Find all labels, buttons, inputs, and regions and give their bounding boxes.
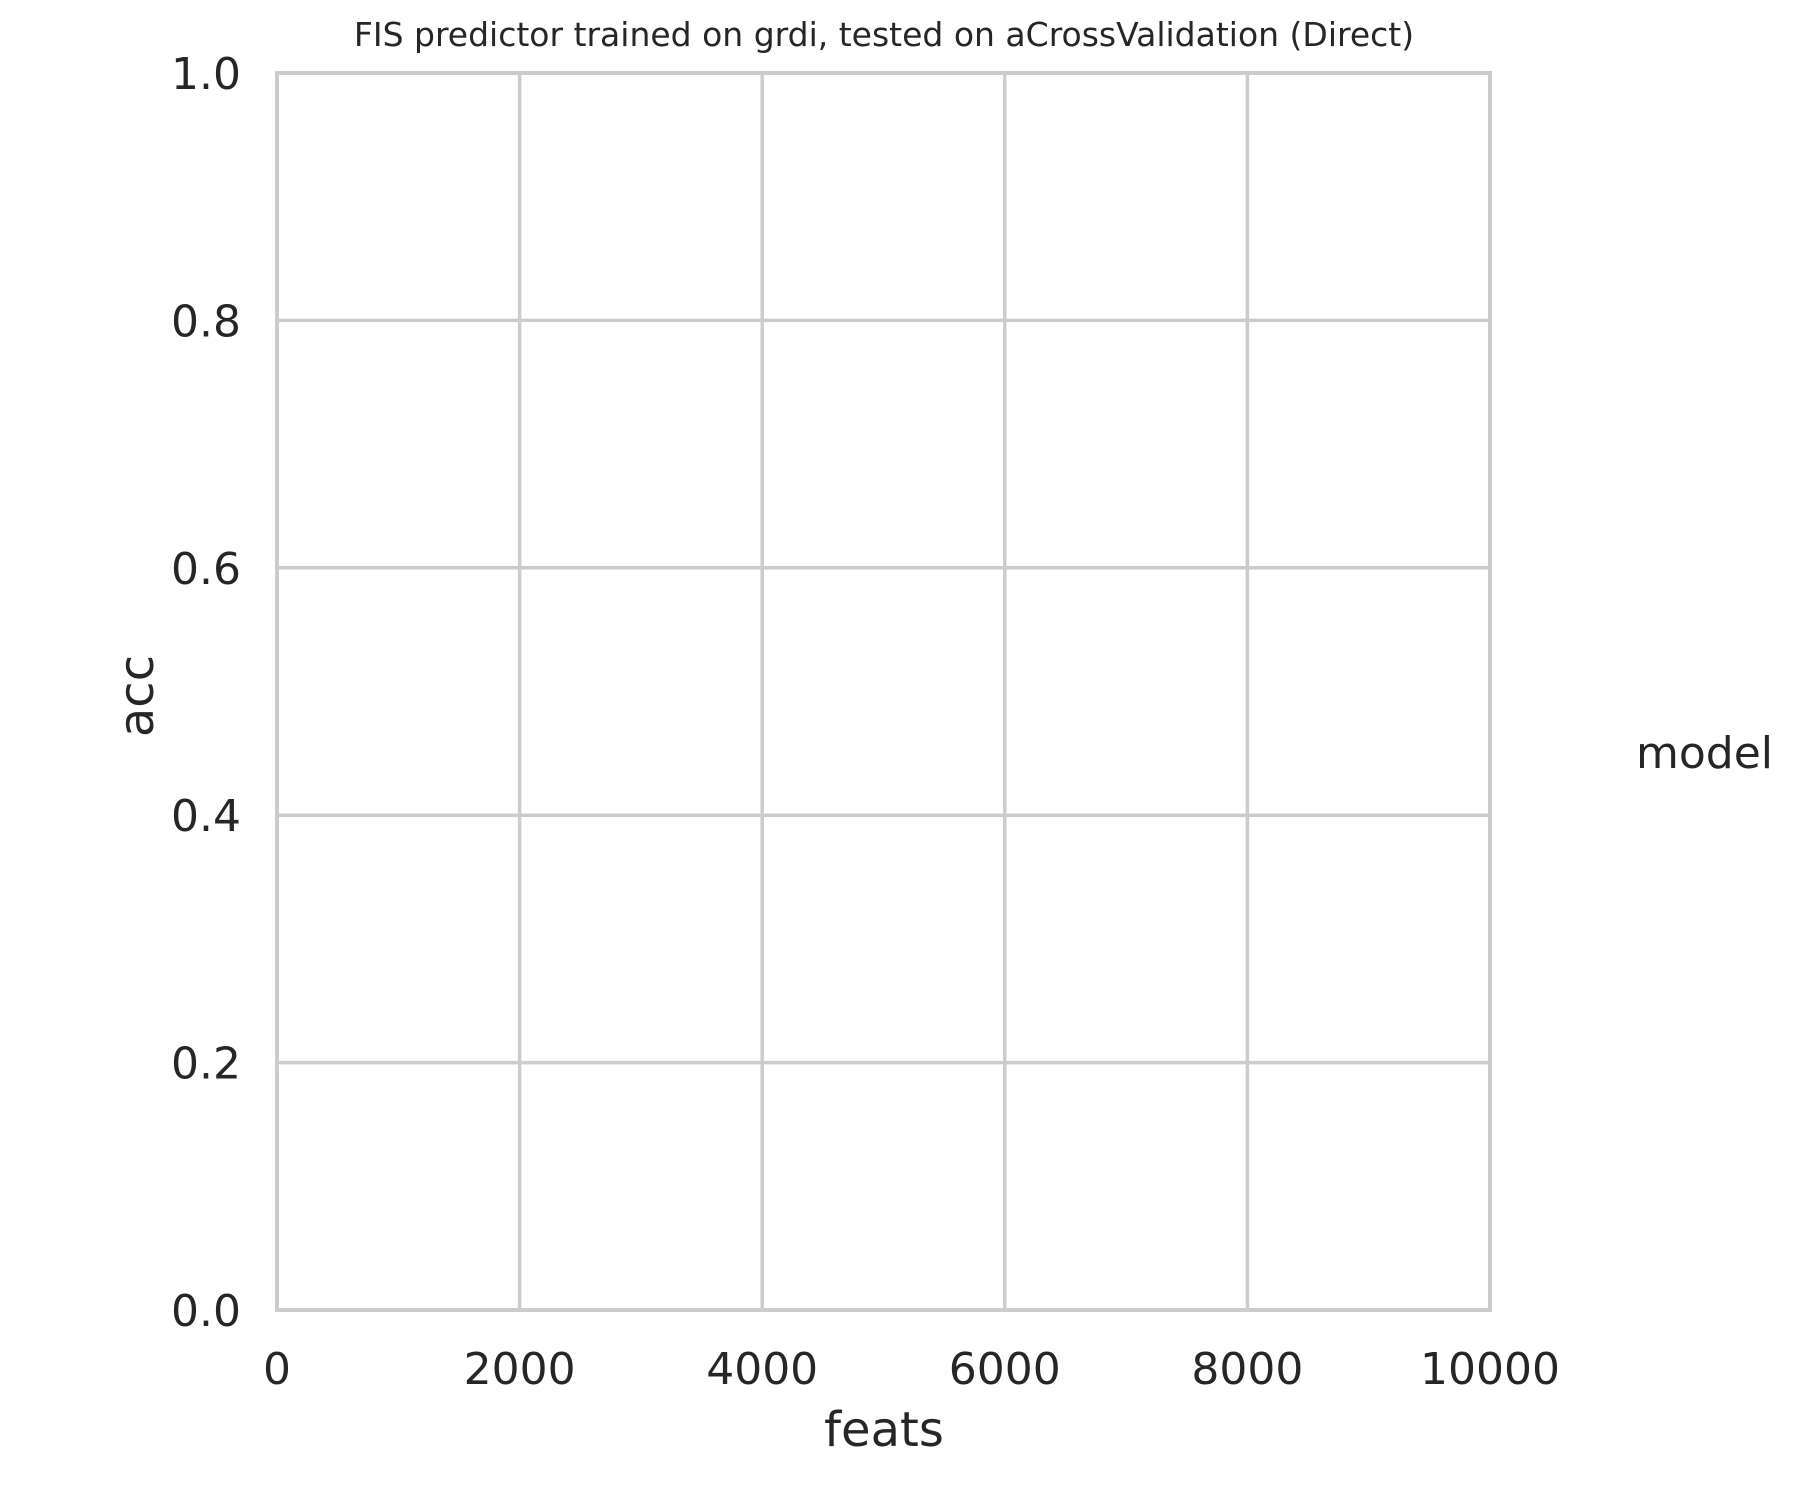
y-tick-label: 0.8 [171,296,241,347]
x-tick-label: 0 [263,1344,291,1395]
x-tick-label: 4000 [706,1344,818,1395]
y-tick-label: 0.0 [171,1286,241,1337]
x-tick-labels: 0 2000 4000 6000 8000 10000 [263,1344,1560,1395]
x-tick-label: 8000 [1191,1344,1303,1395]
y-tick-label: 0.4 [171,791,241,842]
legend-title: model [1636,728,1773,779]
x-axis-label: feats [824,1402,944,1458]
x-tick-label: 6000 [949,1344,1061,1395]
chart-title: FIS predictor trained on grdi, tested on… [354,15,1414,54]
x-tick-label: 10000 [1420,1344,1560,1395]
x-tick-label: 2000 [464,1344,576,1395]
y-tick-label: 0.6 [171,544,241,595]
y-axis-label: acc [109,655,165,737]
plot-frame [275,71,1492,1312]
y-tick-label: 0.2 [171,1039,241,1090]
y-tick-labels: 0.0 0.2 0.4 0.6 0.8 1.0 [171,49,241,1337]
y-tick-label: 1.0 [171,49,241,100]
